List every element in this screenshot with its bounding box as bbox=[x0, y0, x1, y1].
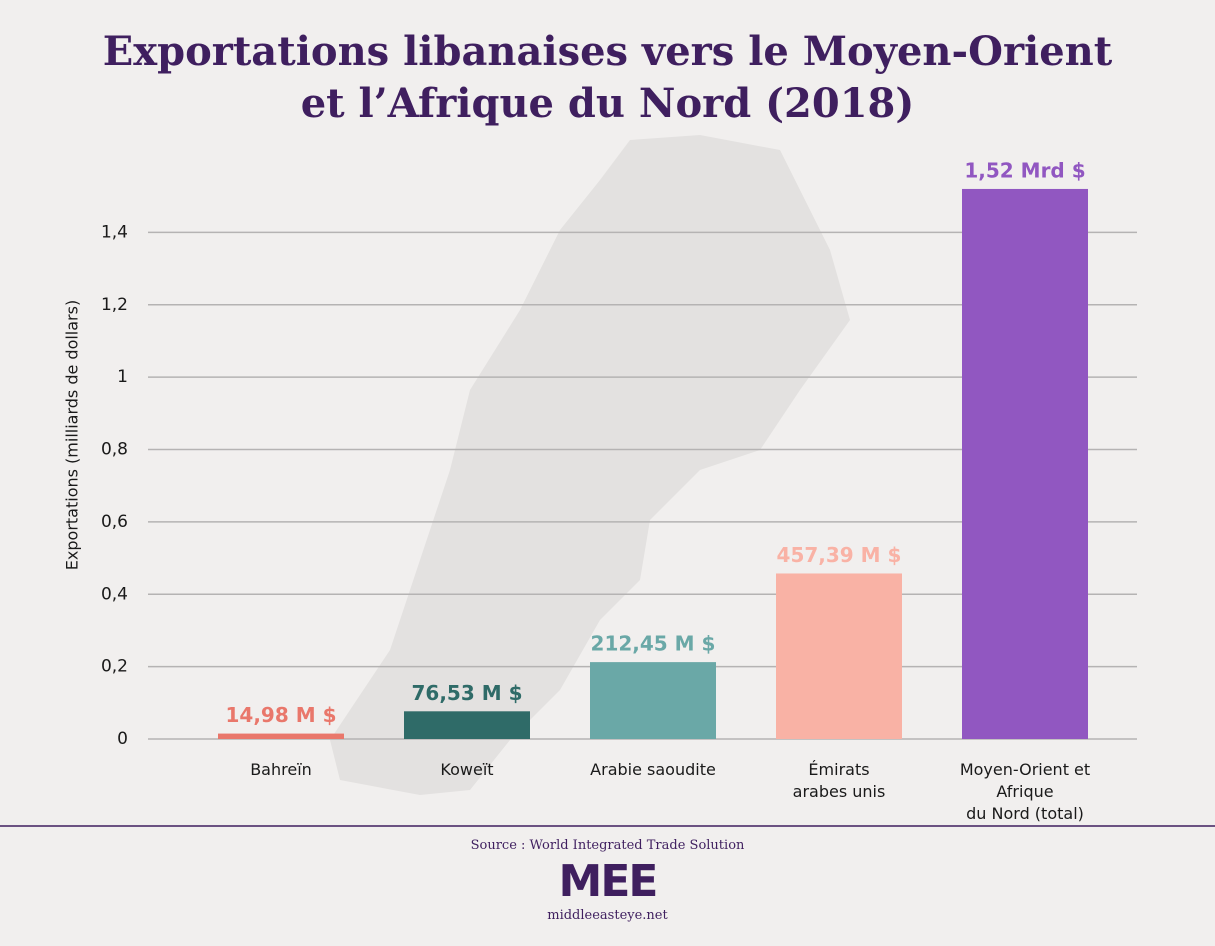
y-tick-label: 0,6 bbox=[101, 512, 128, 532]
bar bbox=[776, 573, 902, 739]
value-label: 1,52 Mrd $ bbox=[964, 158, 1085, 182]
bar bbox=[962, 188, 1088, 739]
logo: MEE bbox=[558, 856, 659, 907]
source: Source : World Integrated Trade Solution bbox=[470, 838, 745, 853]
x-tick-label: Koweït bbox=[440, 760, 494, 779]
bar bbox=[404, 711, 530, 739]
x-tick-label: Émirats arabes unis bbox=[792, 760, 886, 801]
y-tick-label: 1,2 bbox=[101, 295, 128, 315]
x-tick-label: Moyen-Orient et Afrique du Nord (total) bbox=[959, 760, 1091, 823]
x-tick-label: Arabie saoudite bbox=[590, 760, 716, 779]
website: middleeasteye.net bbox=[547, 908, 668, 923]
y-tick-label: 1 bbox=[117, 367, 128, 387]
y-tick-label: 0,4 bbox=[101, 584, 128, 604]
value-label: 212,45 M $ bbox=[591, 632, 716, 656]
y-tick-label: 0,8 bbox=[101, 440, 128, 460]
y-axis-label: Exportations (milliards de dollars) bbox=[63, 300, 82, 570]
bar bbox=[590, 662, 716, 739]
value-label: 14,98 M $ bbox=[225, 703, 336, 727]
chart-title: Exportations libanaises vers le Moyen-Or… bbox=[102, 28, 1113, 127]
x-tick-label: Bahreïn bbox=[250, 760, 312, 779]
bar bbox=[218, 733, 344, 739]
map-silhouette bbox=[330, 135, 850, 795]
y-tick-label: 0,2 bbox=[101, 657, 128, 677]
value-label: 457,39 M $ bbox=[777, 543, 902, 567]
y-tick-label: 0 bbox=[117, 729, 128, 749]
value-label: 76,53 M $ bbox=[411, 681, 522, 705]
y-tick-label: 1,4 bbox=[101, 222, 128, 242]
